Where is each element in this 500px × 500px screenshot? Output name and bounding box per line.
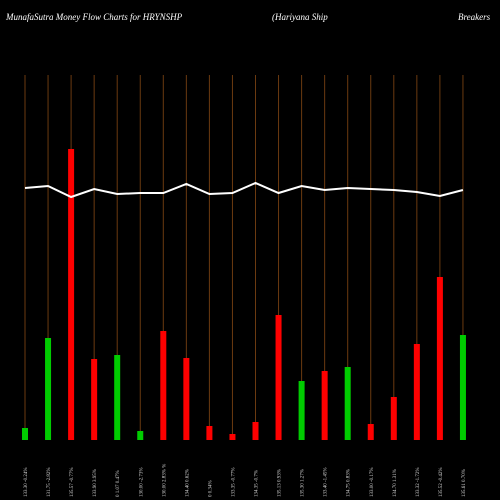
x-tick-label: 135.13 0.93% (278, 469, 283, 497)
bar (390, 397, 397, 440)
x-tick-label: 133.32 -1.72% (416, 467, 421, 497)
x-tick-label: 131.75 -2.82% (47, 467, 52, 497)
x-tick-label: 135.52 -0.42% (439, 467, 444, 497)
x-tick-label: 133.00 -0.17% (370, 467, 375, 497)
bar (183, 358, 190, 440)
x-tick-label: 133.30 -0.24% (24, 467, 29, 497)
x-tick-label: 133.35 -0.77% (231, 467, 236, 497)
bar (436, 277, 443, 440)
bar (22, 428, 28, 440)
bar (367, 424, 374, 440)
chart-subtitle: (Hariyana Ship (272, 12, 328, 22)
bar (275, 315, 282, 440)
x-tick-label: 134.40 0.62% (185, 469, 190, 497)
bar (68, 149, 75, 440)
x-tick-label: 134.70 1.31% (393, 469, 398, 497)
x-tick-label: 133.90 3.95% (93, 469, 98, 497)
x-tick-label: 135.61 0.70% (462, 469, 467, 497)
bar (137, 431, 144, 440)
bar (229, 434, 236, 440)
bar (321, 371, 328, 440)
chart-subtitle-cont: Breakers (458, 12, 491, 22)
bar (459, 335, 466, 440)
x-tick-label: 135.30 1.27% (301, 469, 306, 497)
bar (91, 359, 98, 440)
bar (252, 422, 259, 440)
x-tick-label: 0 0.34% (208, 480, 213, 497)
bar (344, 367, 351, 440)
x-tick-label: 130.00 -2.73% (139, 467, 144, 497)
x-tick-label: 134.75 0.83% (347, 469, 352, 497)
price-line (24, 181, 464, 199)
bar (160, 331, 167, 440)
bar (114, 355, 121, 440)
bar (298, 381, 305, 440)
x-tick-label: 130.00 2.83% % (162, 464, 167, 497)
bar (45, 338, 52, 440)
x-tick-label: 133.40 -1.45% (324, 467, 329, 497)
bar (206, 426, 213, 440)
bar (413, 344, 420, 440)
x-tick-label: 135.57 -0.77% (70, 467, 75, 497)
x-tick-label: 134.35 -0.7% (255, 470, 260, 497)
chart-title: MunafaSutra Money Flow Charts for HRYNSH… (5, 12, 183, 22)
x-tick-label: 0 1.07 0.47% (116, 470, 121, 497)
